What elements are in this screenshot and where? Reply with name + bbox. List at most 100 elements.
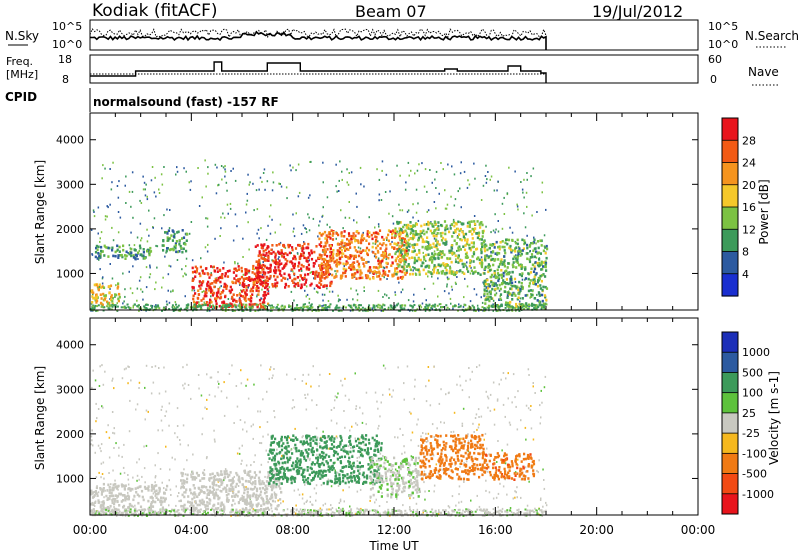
heat-cell xyxy=(419,258,422,262)
heat-cell xyxy=(458,229,461,233)
heat-cell xyxy=(362,262,365,265)
scatter-point xyxy=(104,167,106,170)
scatter-point xyxy=(502,403,505,406)
heat-cell xyxy=(219,292,222,296)
heat-cell xyxy=(500,269,503,272)
heat-cell xyxy=(201,485,204,489)
heat-cell xyxy=(108,301,111,305)
heat-cell xyxy=(532,270,536,273)
heat-cell xyxy=(517,288,520,292)
ground-scatter-cell xyxy=(94,304,97,307)
heat-cell xyxy=(433,220,436,224)
heat-cell xyxy=(368,277,372,281)
scatter-point xyxy=(155,281,157,284)
scatter-point xyxy=(383,276,385,279)
heat-cell xyxy=(259,266,262,269)
heat-cell xyxy=(401,239,404,242)
heat-cell xyxy=(333,261,336,264)
heat-cell xyxy=(263,301,266,304)
scatter-point xyxy=(189,505,191,508)
heat-cell xyxy=(278,243,281,246)
heat-cell xyxy=(438,243,441,246)
heat-cell xyxy=(420,264,423,268)
scatter-point xyxy=(425,441,428,443)
heat-cell xyxy=(124,496,127,500)
heat-cell xyxy=(244,305,247,309)
heat-cell xyxy=(165,488,168,491)
scatter-point xyxy=(227,298,230,300)
scatter-point xyxy=(493,408,496,411)
heat-cell xyxy=(504,290,507,293)
heat-cell xyxy=(130,251,133,255)
ground-scatter-cell xyxy=(269,307,272,310)
heat-cell xyxy=(112,483,115,487)
heat-cell xyxy=(421,238,424,241)
heat-cell xyxy=(317,271,320,275)
scatter-point xyxy=(516,205,519,208)
scatter-point xyxy=(214,307,216,309)
heat-cell xyxy=(360,239,363,242)
heat-cell xyxy=(249,289,252,293)
heat-cell xyxy=(106,489,109,492)
heat-cell xyxy=(98,256,101,259)
scatter-point xyxy=(400,514,403,517)
scatter-point xyxy=(537,471,539,474)
heat-cell xyxy=(407,238,410,242)
scatter-point xyxy=(300,269,303,272)
heat-cell xyxy=(450,249,453,252)
scatter-point xyxy=(363,185,365,188)
scatter-point xyxy=(322,250,324,253)
heat-cell xyxy=(537,246,540,250)
scatter-point xyxy=(127,478,130,481)
ground-scatter-cell xyxy=(484,308,487,311)
heat-cell xyxy=(371,270,374,274)
scatter-point xyxy=(467,179,469,182)
scatter-point xyxy=(236,225,238,228)
scatter-point xyxy=(446,276,449,279)
heat-cell xyxy=(255,266,258,270)
scatter-point xyxy=(305,481,308,484)
heat-cell xyxy=(138,485,141,489)
scatter-point xyxy=(341,170,343,173)
scatter-point xyxy=(435,187,437,189)
scatter-point xyxy=(226,203,229,206)
scatter-point xyxy=(476,428,478,431)
scatter-point xyxy=(526,304,529,307)
scatter-point xyxy=(131,171,134,174)
heat-cell xyxy=(435,244,438,247)
heat-cell xyxy=(322,245,325,248)
scatter-point xyxy=(423,185,426,188)
ground-scatter-cell xyxy=(254,310,257,312)
heat-cell xyxy=(404,253,407,257)
heat-cell xyxy=(343,247,347,250)
scatter-point xyxy=(473,288,476,291)
heat-cell xyxy=(538,303,541,307)
scatter-point xyxy=(136,479,138,482)
heat-cell xyxy=(119,493,122,496)
heat-cell xyxy=(424,265,427,269)
heat-cell xyxy=(514,285,517,288)
scatter-point xyxy=(485,390,487,393)
scatter-point xyxy=(298,191,301,194)
heat-cell xyxy=(276,275,279,279)
ground-scatter-cell xyxy=(123,306,126,309)
heat-cell xyxy=(490,280,493,284)
ground-scatter-cell xyxy=(349,305,352,307)
heat-cell xyxy=(468,264,471,268)
scatter-point xyxy=(191,259,194,262)
heat-cell xyxy=(464,252,468,256)
heat-cell xyxy=(174,244,177,247)
scatter-point xyxy=(271,510,273,513)
heat-cell xyxy=(245,289,248,292)
scatter-point xyxy=(149,273,152,276)
scatter-point xyxy=(545,509,547,512)
heat-cell xyxy=(191,270,195,274)
ground-scatter-cell xyxy=(334,307,337,310)
ground-scatter-cell xyxy=(377,303,380,306)
heat-cell xyxy=(398,254,401,257)
heat-cell xyxy=(217,287,220,291)
scatter-point xyxy=(477,408,480,411)
scatter-point xyxy=(304,227,306,230)
heat-cell xyxy=(244,268,247,271)
heat-cell xyxy=(497,258,500,261)
